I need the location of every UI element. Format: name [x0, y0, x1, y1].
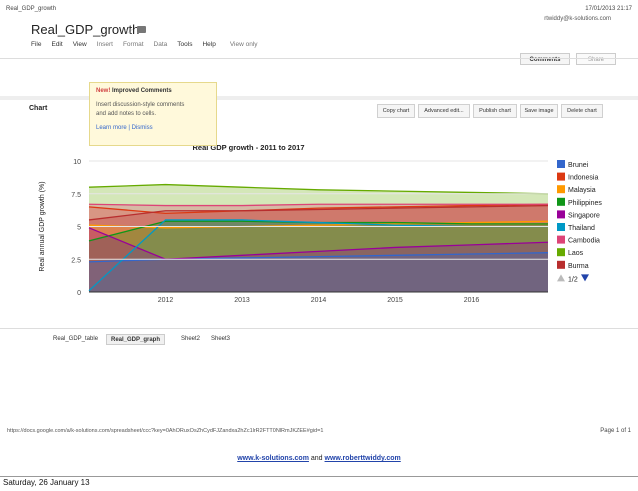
popup-heading: Improved Comments	[112, 88, 172, 94]
footer-link-k-solutions[interactable]: www.k-solutions.com	[237, 455, 309, 462]
chart-panel-label: Chart	[29, 105, 48, 112]
legend-page-indicator: 1/2	[568, 276, 578, 283]
x-tick-label: 2012	[158, 297, 174, 304]
gdp-chart[interactable]: 0 2.5 5 7.5 10 2012 2013 2014 2015 2016 Real annua…	[0, 0, 638, 320]
series-line-indonesia	[88, 203, 549, 215]
sheet-tab-real-gdp-table[interactable]: Real_GDP_table	[53, 336, 99, 342]
legend-swatch-philippines	[557, 197, 565, 206]
legend-swatch-thailand	[557, 223, 565, 231]
legend-label-indonesia: Indonesia	[568, 175, 598, 182]
legend-swatch-indonesia	[557, 172, 565, 181]
print-footer-page-number: Page 1 of 1	[600, 428, 631, 434]
sheet-tab-sheet2[interactable]: Sheet2	[181, 336, 201, 342]
share-button[interactable]: Share	[576, 53, 616, 65]
user-email[interactable]: rtwiddy@k-solutions.com	[544, 16, 611, 22]
x-tick-label: 2014	[311, 297, 327, 304]
plot-area	[88, 183, 549, 292]
legend-swatch-singapore	[557, 210, 565, 219]
footer-date: Saturday, 26 January 13	[3, 478, 90, 487]
legend-label-singapore: Singapore	[568, 212, 600, 219]
legend-prev-icon	[557, 274, 565, 282]
footer-and-text: and	[310, 455, 323, 462]
sheet-tab-real-gdp-graph[interactable]: Real_GDP_graph	[106, 334, 166, 345]
save-image-button[interactable]: Save image	[520, 104, 558, 118]
view-only-label: View only	[229, 41, 258, 48]
legend-label-philippines: Philippines	[568, 200, 602, 207]
legend-swatch-cambodia	[557, 235, 565, 244]
series-line-laos	[88, 183, 549, 195]
legend-label-burma: Burma	[568, 263, 589, 270]
y-tick-label: 5	[77, 225, 81, 232]
area-laos	[89, 184, 548, 292]
legend-label-brunei: Brunei	[568, 162, 589, 169]
legend-next-icon	[581, 274, 589, 282]
publish-chart-button[interactable]: Publish chart	[473, 104, 517, 118]
menu-edit[interactable]: Edit	[51, 41, 63, 48]
series-line-malaysia	[88, 220, 549, 229]
x-tick-label: 2016	[464, 297, 480, 304]
legend-swatch-burma	[557, 260, 565, 269]
area-brunei	[89, 252, 548, 292]
toolbar-strip	[0, 96, 638, 100]
improved-comments-popup: New! Improved Comments Insert discussion…	[89, 82, 217, 146]
y-axis-title: Real annual GDP growth (%)	[39, 181, 46, 271]
legend-swatch-brunei	[557, 160, 565, 168]
x-tick-label: 2013	[234, 297, 250, 304]
x-tick-label: 2015	[387, 297, 403, 304]
series-line-burma	[88, 204, 549, 221]
footer-link-roberttwiddy[interactable]: www.roberttwiddy.com	[324, 455, 401, 462]
footer-links: www.k-solutions.com and www.roberttwiddy…	[0, 455, 638, 462]
popup-learn-more-link[interactable]: Learn more	[96, 125, 127, 131]
menu-data[interactable]: Data	[153, 41, 168, 48]
legend-swatch-malaysia	[557, 185, 565, 194]
popup-new-badge: New!	[96, 88, 111, 94]
popup-link-separator: |	[128, 125, 130, 131]
menu-bar: File Edit View Insert Format Data Tools …	[31, 41, 268, 48]
print-header-title: Real_GDP_growth	[6, 6, 57, 12]
advanced-edit-button[interactable]: Advanced edit...	[418, 104, 470, 118]
sheet-tab-sheet3[interactable]: Sheet3	[211, 336, 231, 342]
series-line-cambodia	[88, 203, 548, 207]
menu-help[interactable]: Help	[202, 41, 216, 48]
copy-chart-button[interactable]: Copy chart	[377, 104, 415, 118]
popup-body-line1: Insert discussion-style comments	[96, 102, 185, 108]
menu-view[interactable]: View	[72, 41, 87, 48]
chart-axes: 0 2.5 5 7.5 10 2012 2013 2014 2015 2016 Real annua…	[39, 143, 548, 304]
menu-file[interactable]: File	[31, 41, 42, 48]
chart-legend: Brunei Indonesia Malaysia Philippines Singap…	[557, 160, 602, 283]
legend-label-malaysia: Malaysia	[568, 187, 596, 194]
menu-tools[interactable]: Tools	[177, 41, 193, 48]
print-header-timestamp: 17/01/2013 21:17	[585, 6, 632, 12]
legend-label-laos: Laos	[568, 250, 584, 257]
chart-title: Real GDP growth - 2011 to 2017	[193, 143, 305, 152]
menu-format[interactable]: Format	[122, 41, 144, 48]
y-tick-label: 7.5	[71, 192, 81, 199]
popup-body-line2: and add notes to cells.	[96, 111, 157, 117]
legend-label-cambodia: Cambodia	[568, 238, 600, 245]
area-thailand	[89, 219, 548, 292]
sheet-tabs-divider	[0, 328, 638, 329]
delete-chart-button[interactable]: Delete chart	[561, 104, 603, 118]
area-singapore	[89, 227, 548, 292]
popup-dismiss-link[interactable]: Dismiss	[131, 125, 153, 131]
comments-button[interactable]: Comments	[520, 53, 570, 65]
y-tick-label: 10	[73, 159, 81, 166]
menu-divider	[0, 58, 638, 59]
legend-label-thailand: Thailand	[568, 225, 595, 232]
menu-insert[interactable]: Insert	[96, 41, 113, 48]
y-tick-label: 0	[77, 290, 81, 297]
footer-rule	[0, 476, 638, 477]
document-title[interactable]: Real_GDP_growth	[31, 22, 140, 37]
folder-icon[interactable]	[137, 26, 146, 33]
print-footer-url: https://docs.google.com/a/k-solutions.co…	[7, 428, 324, 434]
star-icon[interactable]: ☆	[124, 25, 134, 37]
y-tick-label: 2.5	[71, 257, 81, 264]
legend-swatch-laos	[557, 248, 565, 257]
